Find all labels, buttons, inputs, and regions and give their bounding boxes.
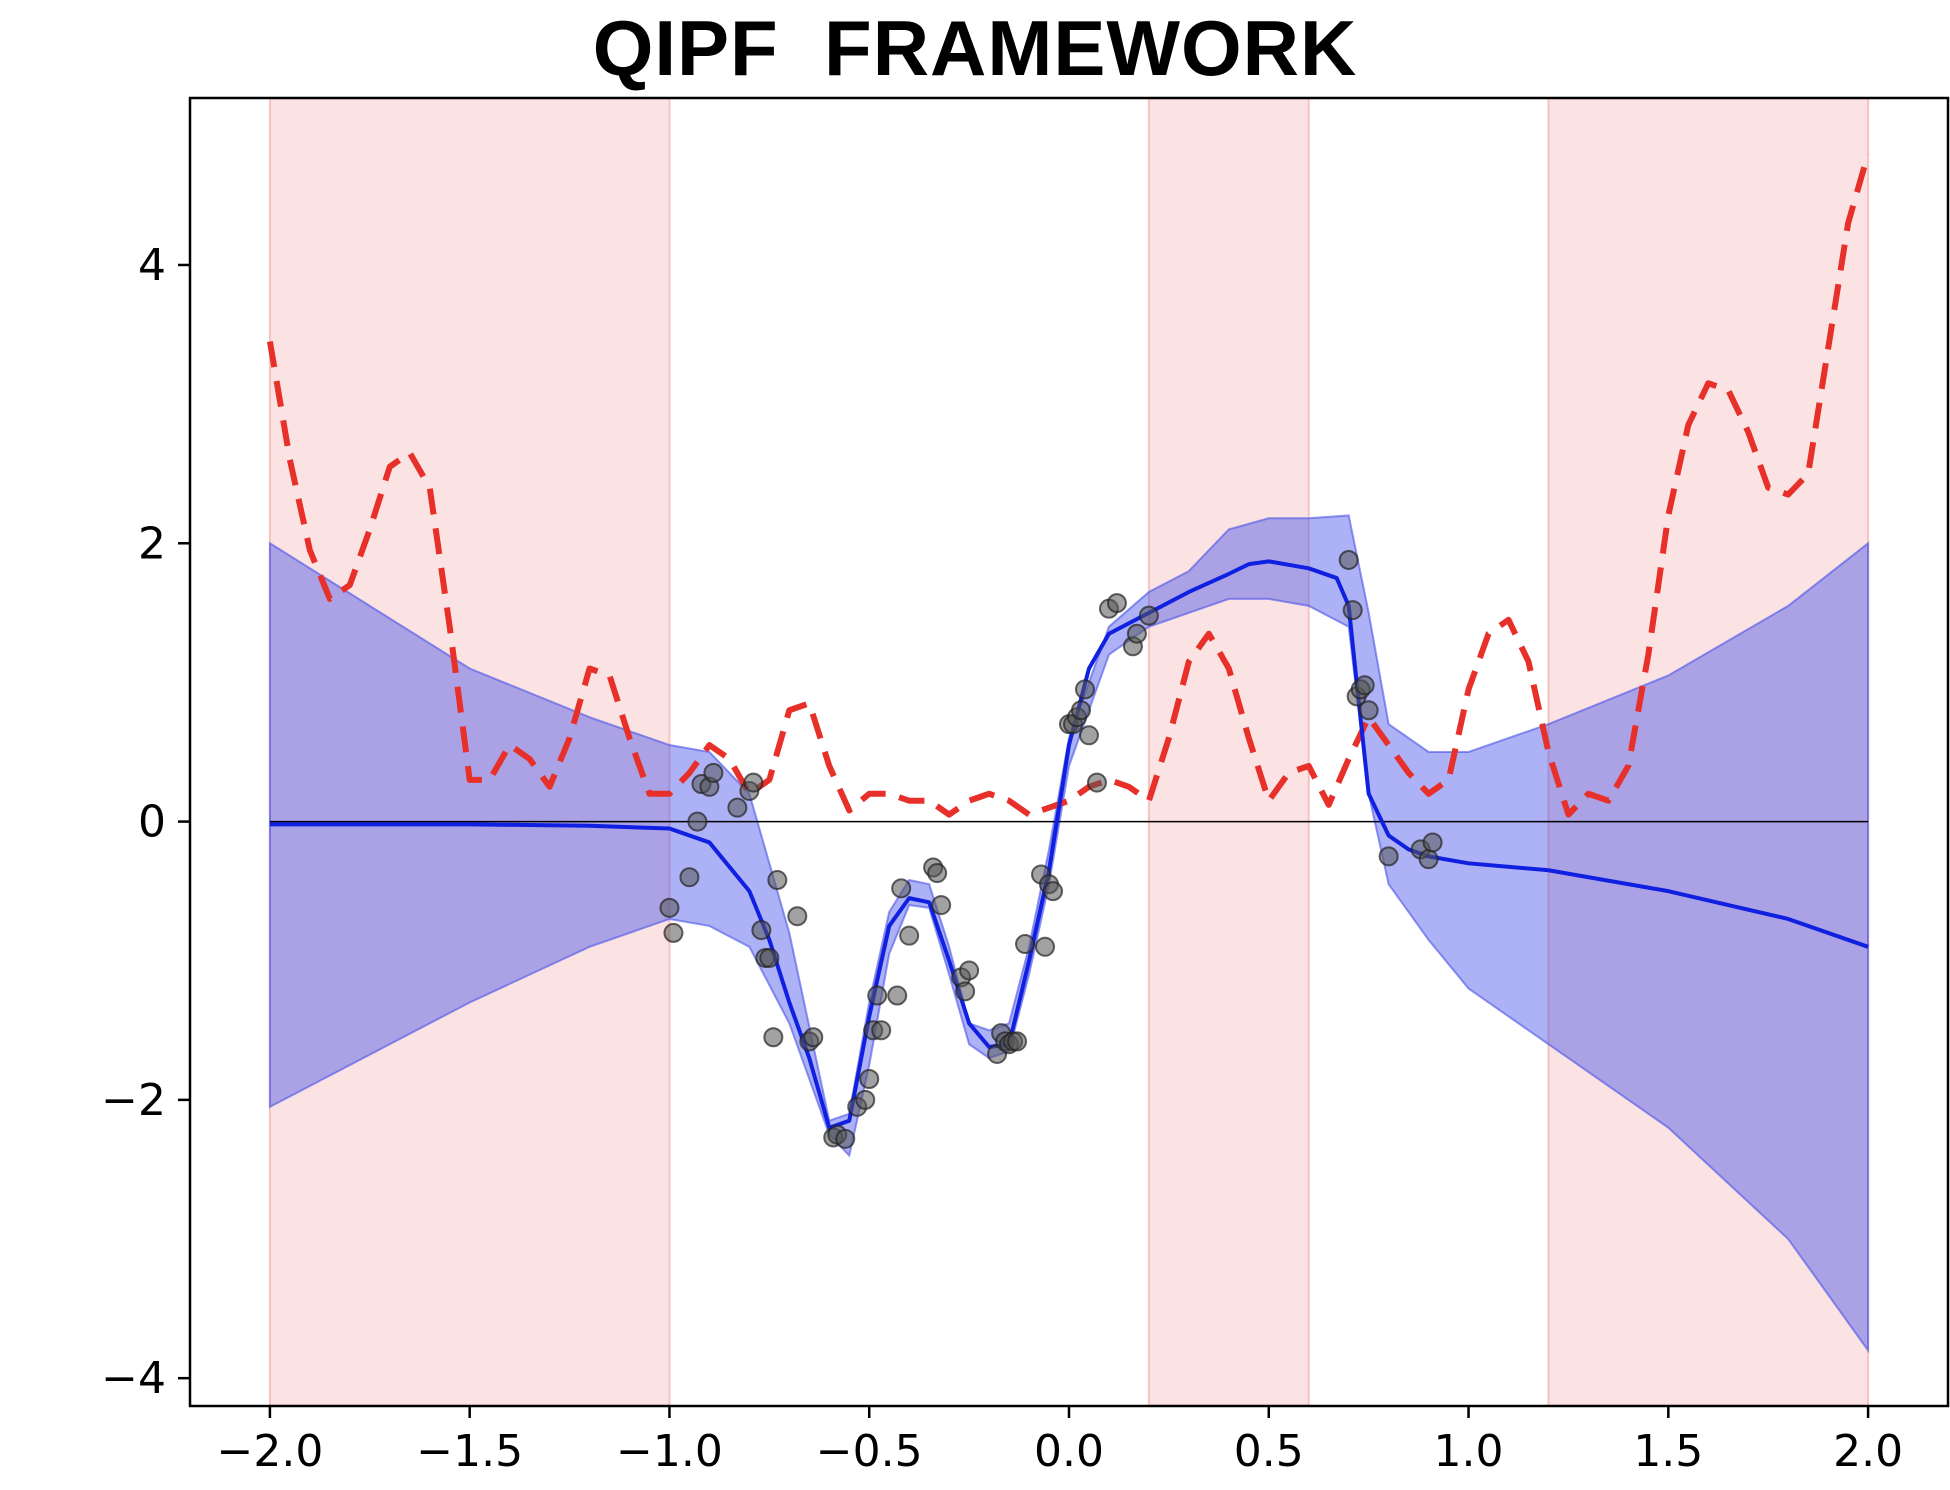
y-tick-label: −2 [101, 1075, 166, 1126]
data-point [1342, 600, 1363, 621]
x-tick-label: 1.5 [1633, 1426, 1703, 1477]
data-point [899, 925, 920, 946]
data-point [1126, 623, 1147, 644]
x-tick-label: 2.0 [1833, 1426, 1903, 1477]
y-axis: −4 −2 0 2 4 [101, 240, 190, 1404]
data-point [959, 960, 980, 981]
data-point [859, 1069, 880, 1089]
data-point [687, 811, 708, 832]
band-area [268, 514, 1870, 1354]
data-point [1422, 832, 1443, 853]
data-point [1007, 1031, 1028, 1052]
y-tick-label: 2 [138, 518, 166, 569]
x-tick-label: −2.0 [216, 1426, 323, 1477]
data-point [871, 1020, 892, 1041]
data-point [1138, 605, 1159, 626]
data-point [763, 1027, 784, 1048]
data-point [751, 920, 772, 941]
data-point [787, 906, 808, 927]
mean-series [269, 559, 1869, 1130]
data-point [1015, 934, 1036, 955]
shaded-region [1547, 97, 1870, 1407]
x-tick-label: −1.0 [616, 1426, 723, 1477]
x-tick-label: −0.5 [816, 1426, 923, 1477]
data-points [659, 549, 1443, 1149]
data-point [891, 878, 912, 899]
data-point [1035, 936, 1056, 957]
shaded-region [268, 97, 671, 1407]
data-point [867, 985, 888, 1006]
data-point [659, 897, 680, 918]
y-tick-label: −4 [101, 1353, 166, 1404]
y-tick-label: 0 [138, 797, 166, 848]
data-point [887, 985, 908, 1006]
data-point [1358, 700, 1379, 721]
shaded-regions [268, 97, 1870, 1407]
data-point [1070, 700, 1091, 721]
data-point [1078, 725, 1099, 746]
x-tick-label: 0.0 [1034, 1426, 1104, 1477]
data-point [931, 895, 952, 916]
x-tick-label: 1.0 [1434, 1426, 1504, 1477]
data-point [759, 947, 780, 968]
data-point [1086, 772, 1107, 793]
x-axis: −2.0 −1.5 −1.0 −0.5 0.0 0.5 1.0 1.5 2.0 [216, 1406, 1903, 1477]
data-point [1074, 679, 1095, 700]
data-point [767, 870, 788, 891]
data-point [1338, 549, 1359, 570]
data-point [743, 772, 764, 793]
data-point [803, 1027, 824, 1048]
confidence-band [268, 514, 1870, 1354]
data-point [955, 981, 976, 1002]
data-point [727, 797, 748, 818]
chart-title: QIPF FRAMEWORK [592, 4, 1358, 92]
dashed-line [266, 152, 1871, 818]
dashed-series [266, 152, 1871, 818]
data-point [927, 863, 948, 884]
x-tick-label: −1.5 [416, 1426, 523, 1477]
data-point [679, 867, 700, 888]
data-point [835, 1128, 856, 1149]
data-point [1378, 846, 1399, 867]
data-point [1418, 849, 1439, 870]
mean-line [269, 559, 1869, 1130]
data-point [855, 1089, 876, 1110]
data-point [663, 922, 684, 943]
shaded-region [1147, 97, 1310, 1407]
data-point [703, 762, 724, 783]
data-point [1043, 881, 1064, 902]
y-tick-label: 4 [138, 240, 166, 291]
data-point [1106, 593, 1127, 614]
data-point [1354, 675, 1375, 696]
x-tick-label: 0.5 [1234, 1426, 1304, 1477]
